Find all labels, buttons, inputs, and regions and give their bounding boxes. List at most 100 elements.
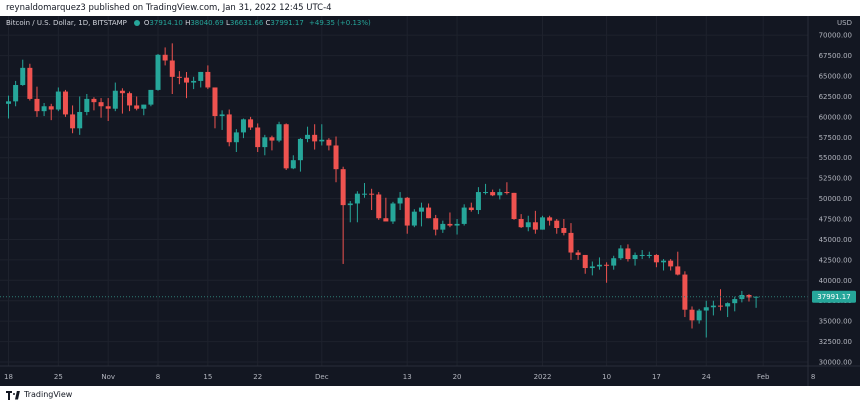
- candle-body: [532, 222, 538, 230]
- x-tick-label: 20: [453, 373, 462, 381]
- candle-body: [418, 207, 424, 212]
- candle-body: [20, 67, 26, 86]
- candle-body: [283, 124, 289, 169]
- footer-bar: TradingView: [0, 386, 860, 404]
- high-value: 38040.69: [190, 19, 224, 27]
- candle-body: [397, 197, 403, 204]
- candle-body: [661, 260, 667, 263]
- candle-body: [518, 219, 524, 228]
- candle-body: [6, 101, 11, 104]
- currency-label: USD: [837, 19, 852, 27]
- candle-body: [297, 138, 303, 161]
- candle-body: [112, 90, 118, 109]
- candle-body: [347, 203, 353, 206]
- live-status-icon: [133, 20, 140, 26]
- candle-body: [34, 98, 40, 112]
- candle-body: [233, 132, 239, 143]
- candle-body: [105, 106, 111, 109]
- low-value: 36631.66: [229, 19, 264, 27]
- candle-body: [504, 192, 510, 194]
- published-text: reynaldomarquez3 published on TradingVie…: [6, 3, 332, 13]
- candle-body: [62, 91, 68, 115]
- candle-body: [212, 87, 218, 117]
- candle-body: [625, 248, 631, 260]
- candle-body: [276, 124, 282, 141]
- candle-body: [646, 254, 652, 256]
- candle-body: [390, 203, 396, 222]
- candle-body: [269, 137, 275, 141]
- candle-body: [13, 85, 19, 102]
- y-tick-label: 50000.00: [819, 195, 852, 203]
- candle-body: [262, 137, 268, 148]
- candle-body: [611, 258, 617, 266]
- change-value: +49.35 (+0.13%): [309, 19, 371, 27]
- candle-body: [554, 220, 560, 228]
- candle-body: [483, 192, 489, 194]
- candle-body: [668, 260, 674, 267]
- candle-body: [454, 223, 460, 226]
- candle-body: [354, 193, 360, 204]
- candle-body: [689, 309, 695, 321]
- candle-body: [141, 104, 147, 109]
- candle-body: [540, 217, 545, 230]
- candle-body: [746, 295, 752, 298]
- x-tick-label: 8: [156, 373, 160, 381]
- candle-body: [55, 91, 61, 110]
- plot-background: [0, 16, 860, 386]
- candle-body: [319, 139, 325, 142]
- candle-body: [48, 106, 54, 110]
- x-tick-label: 15: [203, 373, 212, 381]
- candle-body: [511, 192, 517, 220]
- candle-body: [447, 223, 453, 226]
- x-tick-label: 25: [54, 373, 63, 381]
- y-tick-label: 47500.00: [819, 216, 852, 224]
- candle-body: [119, 90, 125, 94]
- candle-body: [718, 305, 723, 307]
- candle-body: [162, 54, 168, 61]
- candle-body: [376, 194, 382, 219]
- candle-body: [219, 114, 225, 117]
- candle-body: [589, 266, 595, 269]
- candle-body: [732, 299, 738, 304]
- candle-body: [27, 67, 33, 99]
- candle-body: [618, 248, 624, 259]
- candle-body: [383, 218, 389, 222]
- y-tick-label: 32500.00: [819, 338, 852, 346]
- x-tick-label: 13: [403, 373, 412, 381]
- y-tick-label: 35000.00: [819, 318, 852, 326]
- candle-body: [362, 193, 367, 195]
- open-value: 37914.10: [149, 19, 183, 27]
- x-tick-label: 8: [811, 373, 815, 381]
- candle-body: [198, 71, 204, 81]
- x-tick-label: Feb: [757, 373, 770, 381]
- tradingview-brand[interactable]: TradingView: [6, 386, 72, 404]
- candle-body: [305, 134, 311, 139]
- x-tick-label: 24: [702, 373, 711, 381]
- candle-body: [497, 192, 503, 196]
- y-tick-label: 52500.00: [819, 175, 852, 183]
- chart-area[interactable]: 70000.00 67500.00 65000.00 62500.00 60000.00…: [0, 16, 860, 386]
- candle-body: [461, 207, 467, 224]
- candle-body: [248, 119, 254, 128]
- x-tick-label: 22: [253, 373, 262, 381]
- candle-body: [582, 254, 588, 269]
- y-tick-label: 42500.00: [819, 256, 852, 264]
- x-tick-label: 18: [4, 373, 13, 381]
- candle-body: [226, 114, 232, 143]
- candle-body: [525, 222, 531, 228]
- candle-body: [433, 218, 439, 230]
- candle-body: [255, 127, 261, 148]
- candlestick-chart[interactable]: 70000.00 67500.00 65000.00 62500.00 60000.00…: [0, 16, 860, 386]
- candle-body: [703, 307, 709, 311]
- candle-body: [696, 310, 702, 321]
- x-tick-label: Nov: [101, 373, 115, 381]
- candle-body: [604, 264, 610, 266]
- candle-body: [205, 71, 211, 88]
- candle-body: [575, 252, 581, 255]
- candle-body: [682, 274, 688, 310]
- brand-label: TradingView: [24, 390, 73, 399]
- candle-body: [369, 193, 375, 195]
- current-price-tag: [812, 290, 856, 303]
- candle-body: [710, 305, 716, 308]
- candle-body: [653, 254, 659, 263]
